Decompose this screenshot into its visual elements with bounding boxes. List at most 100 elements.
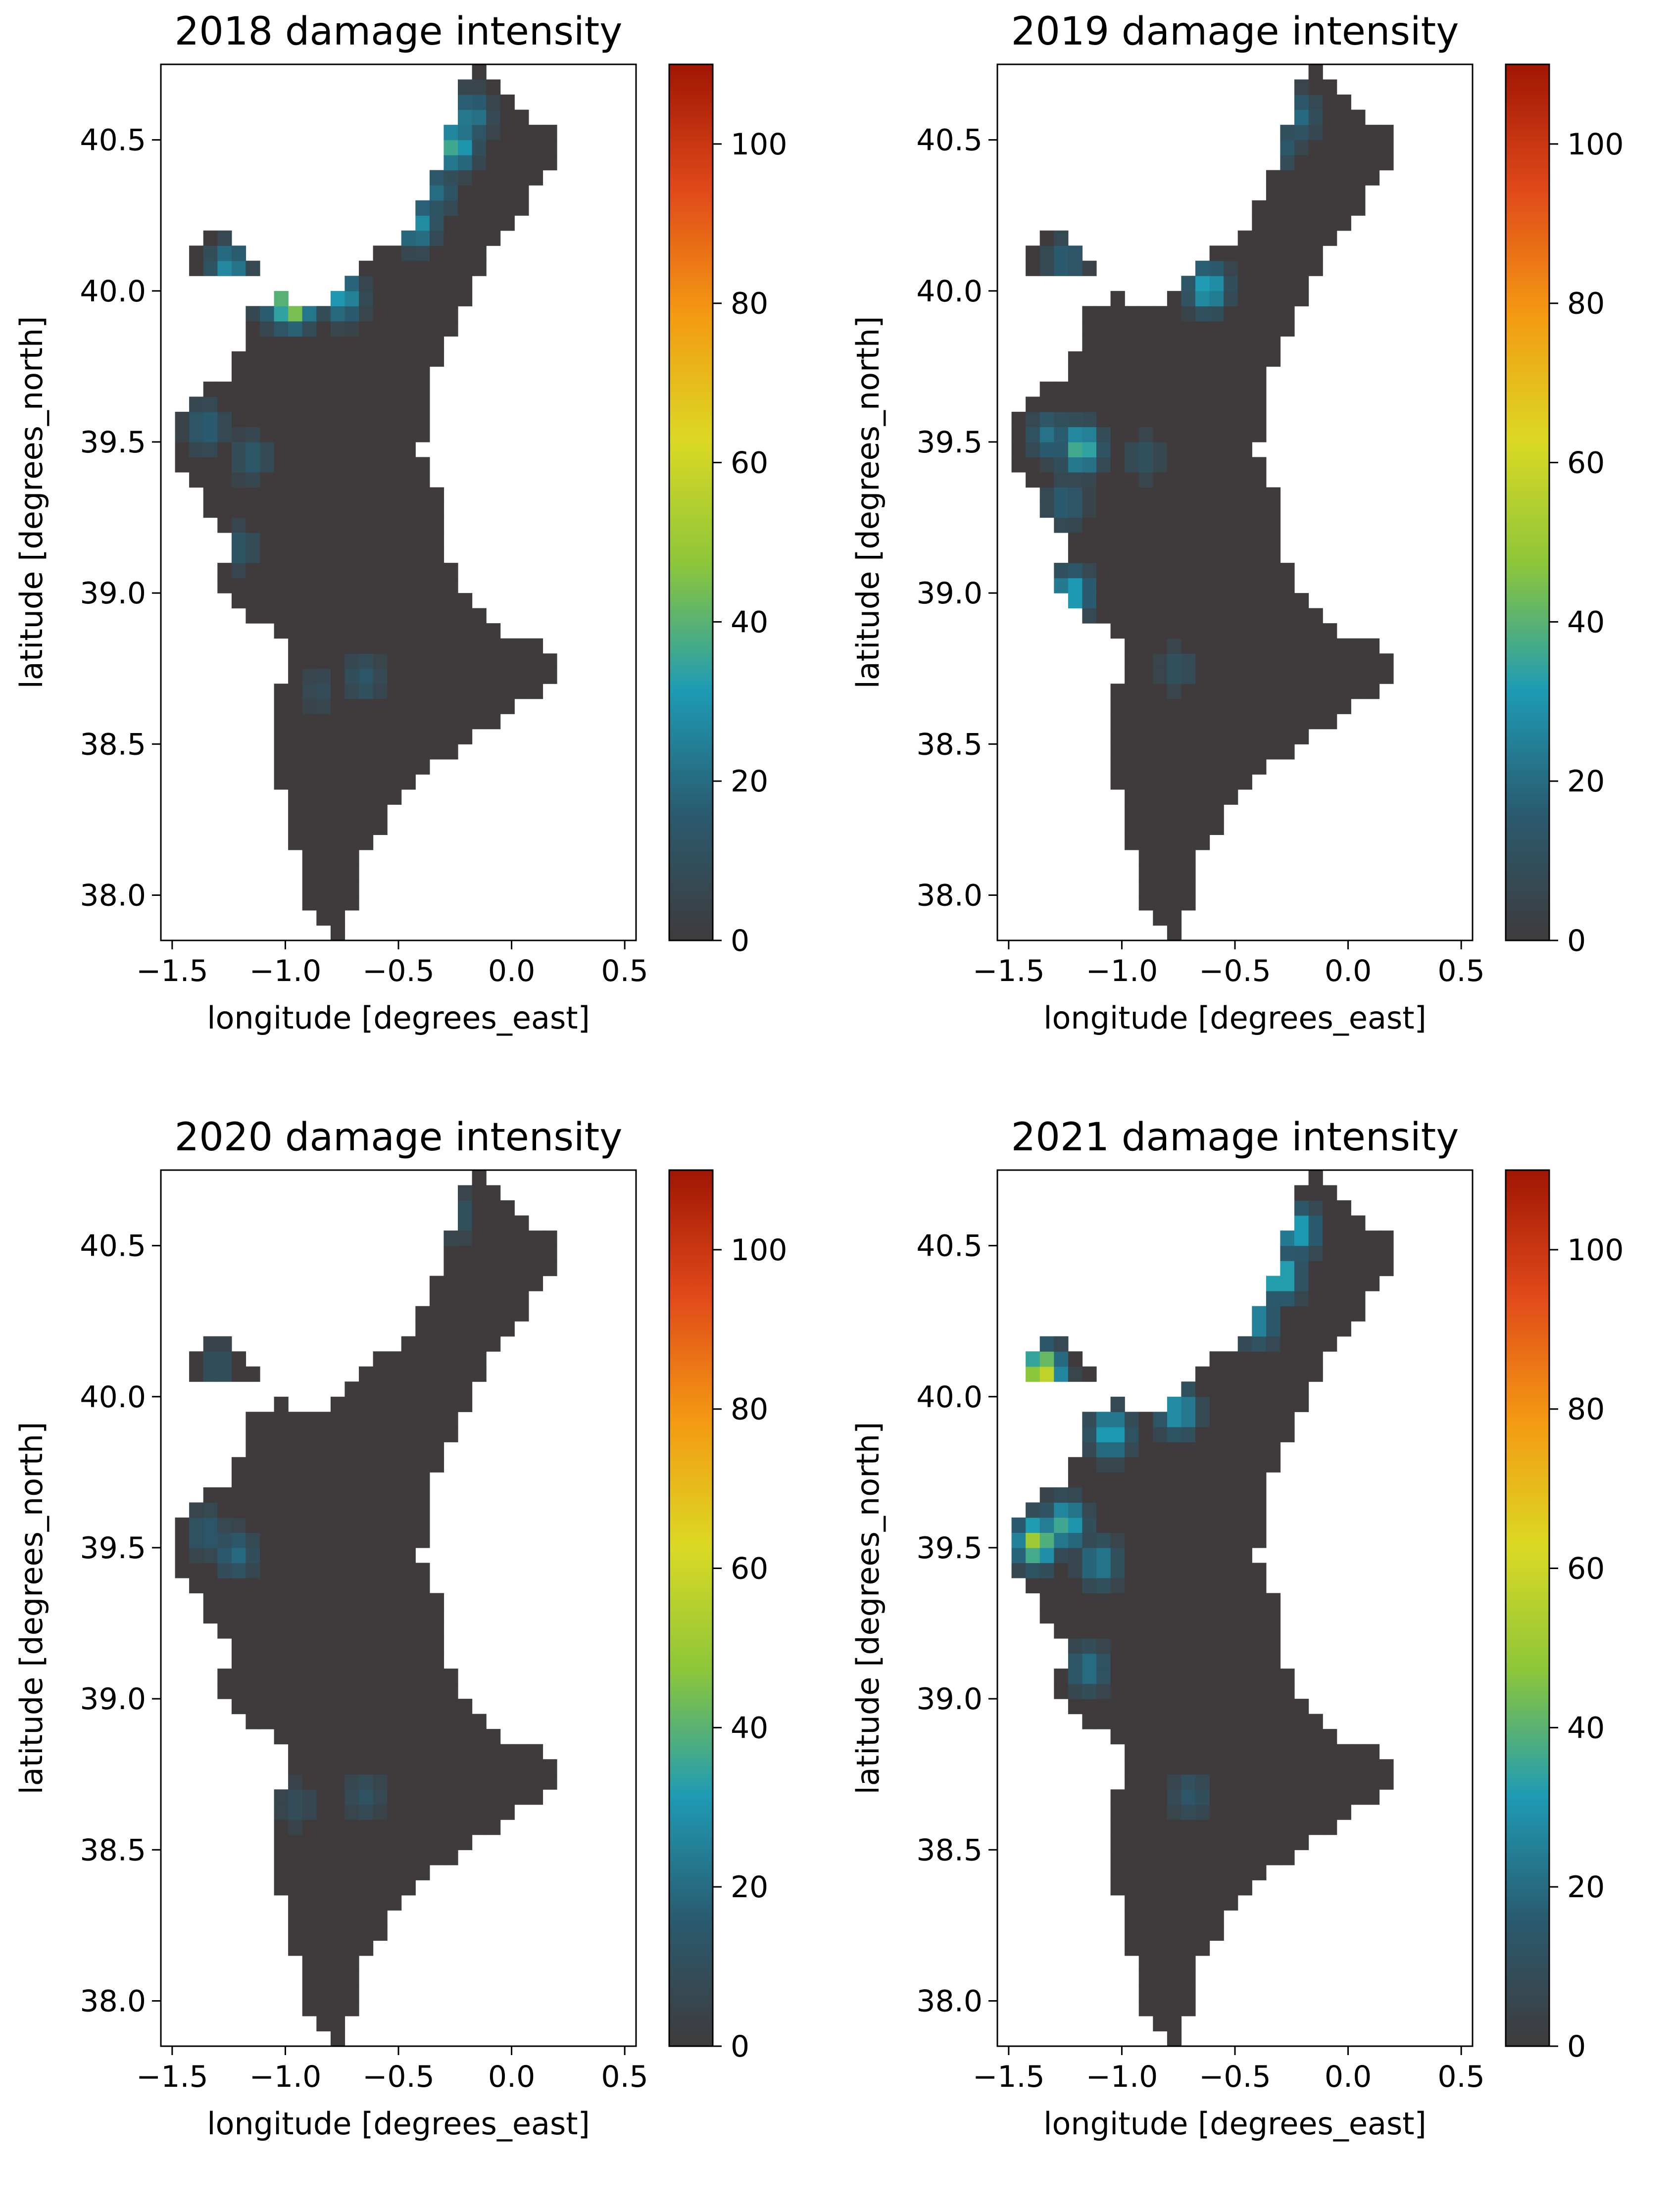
heat-cell <box>330 502 345 518</box>
heat-cell <box>429 487 444 503</box>
heat-cell <box>1336 1759 1351 1775</box>
heat-cell <box>302 1940 317 1956</box>
heat-cell <box>1266 1351 1281 1367</box>
heat-cell <box>330 1819 345 1835</box>
heat-cell <box>359 1804 374 1820</box>
heat-cell <box>472 1759 487 1775</box>
heat-cell <box>1308 1774 1323 1790</box>
heat-cell <box>1351 1215 1366 1231</box>
heat-cell <box>1167 1442 1182 1458</box>
heat-cell <box>1195 1910 1210 1926</box>
heat-cell <box>1224 1804 1238 1820</box>
heat-cell <box>1266 1653 1281 1669</box>
heat-cell <box>246 1714 260 1729</box>
heat-cell <box>231 1623 246 1639</box>
heat-cell <box>1138 1819 1153 1835</box>
heat-cell <box>330 910 345 926</box>
heat-cell <box>1026 472 1040 488</box>
colorbar-tick-label: 100 <box>731 127 787 162</box>
heat-cell <box>260 533 275 548</box>
heat-cell <box>302 1426 317 1442</box>
heat-cell <box>1323 95 1337 110</box>
heat-cell <box>387 593 402 609</box>
heat-cell <box>1224 1638 1238 1654</box>
heat-cell <box>260 381 275 397</box>
heat-cell <box>500 1804 515 1820</box>
heat-cell <box>1209 759 1224 775</box>
heat-cell <box>486 1200 501 1216</box>
heat-cell <box>231 260 246 276</box>
heat-cell <box>1026 1563 1040 1578</box>
heat-cell <box>302 1880 317 1896</box>
heat-cell <box>1138 653 1153 669</box>
heat-cell <box>1351 1744 1366 1760</box>
heat-cell <box>316 1865 331 1880</box>
heat-cell <box>1138 1895 1153 1911</box>
heat-cell <box>1224 1699 1238 1715</box>
heat-cell <box>246 502 260 518</box>
heat-cell <box>1266 1804 1281 1820</box>
heat-cell <box>1153 1532 1168 1548</box>
heat-cell <box>1266 291 1281 306</box>
heat-cell <box>1110 1653 1125 1669</box>
heat-cell <box>1294 246 1309 261</box>
heat-cell <box>231 366 246 382</box>
heat-cell <box>330 835 345 850</box>
chart-title: 2020 damage intensity <box>175 1115 623 1160</box>
heat-cell <box>1195 684 1210 699</box>
heat-cell <box>189 472 204 488</box>
heat-cell <box>1266 729 1281 744</box>
heat-cell <box>458 1366 473 1382</box>
heat-cell <box>359 1381 374 1397</box>
heat-cell <box>1068 578 1083 593</box>
heat-cell <box>288 714 303 730</box>
heat-cell <box>344 1683 359 1699</box>
heat-cell <box>1181 653 1196 669</box>
heat-cell <box>1110 1789 1125 1805</box>
heat-cell <box>1209 714 1224 730</box>
heat-cell <box>1224 351 1238 367</box>
heat-cell <box>330 291 345 306</box>
heat-cell <box>1167 1865 1182 1880</box>
heat-cell <box>288 366 303 382</box>
heat-cell <box>203 487 218 503</box>
heat-cell <box>1294 155 1309 171</box>
heat-cell <box>1308 653 1323 669</box>
heat-cell <box>1181 835 1196 850</box>
heat-cell <box>401 1804 416 1820</box>
heat-cell <box>260 306 275 322</box>
heatmap-layer <box>1011 64 1394 941</box>
heat-cell <box>1138 1910 1153 1926</box>
heat-cell <box>429 306 444 322</box>
heat-cell <box>1237 1532 1252 1548</box>
heat-cell <box>1280 1699 1295 1715</box>
heat-cell <box>1195 1895 1210 1911</box>
heat-cell <box>217 1593 232 1609</box>
heat-cell <box>1266 1714 1281 1729</box>
heat-cell <box>1351 109 1366 125</box>
heat-cell <box>344 321 359 337</box>
heat-cell <box>429 1381 444 1397</box>
heat-cell <box>359 366 374 382</box>
heat-cell <box>1153 578 1168 593</box>
heat-cell <box>1323 623 1337 639</box>
heat-cell <box>231 1683 246 1699</box>
heat-cell <box>429 1744 444 1760</box>
heat-cell <box>330 1593 345 1609</box>
heat-cell <box>1167 849 1182 865</box>
heat-cell <box>288 472 303 488</box>
heat-cell <box>401 427 416 442</box>
heat-cell <box>1266 1366 1281 1382</box>
heat-cell <box>1237 1653 1252 1669</box>
heat-cell <box>401 442 416 457</box>
heat-cell <box>1153 1487 1168 1503</box>
heat-cell <box>1209 547 1224 563</box>
heat-cell <box>359 1532 374 1548</box>
heat-cell <box>429 714 444 730</box>
heat-cell <box>1181 366 1196 382</box>
heat-cell <box>1110 487 1125 503</box>
heat-cell <box>316 1714 331 1729</box>
heat-cell <box>1181 1517 1196 1533</box>
heat-cell <box>1039 1336 1054 1352</box>
heat-cell <box>344 835 359 850</box>
